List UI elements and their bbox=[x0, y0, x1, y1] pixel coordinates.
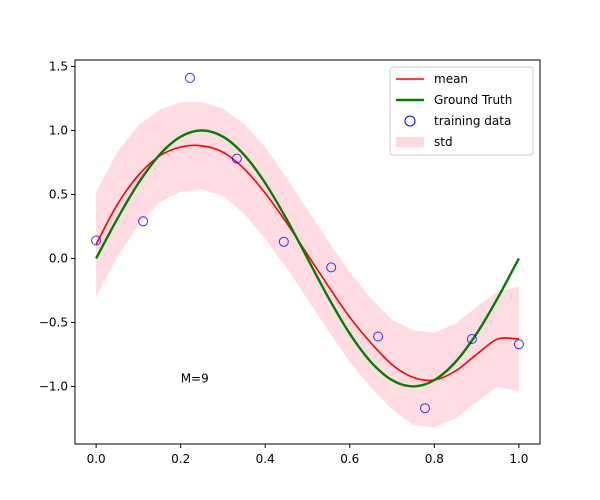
model-order-annotation: M=9 bbox=[181, 372, 209, 386]
legend-training-data-label: training data bbox=[434, 114, 511, 128]
std-band-layer bbox=[96, 102, 519, 428]
training-points-layer bbox=[91, 72, 524, 414]
legend-box bbox=[389, 66, 534, 156]
training-point bbox=[513, 339, 524, 350]
training-point bbox=[420, 403, 430, 414]
training-point bbox=[185, 72, 195, 83]
y-tick-label: 0.5 bbox=[49, 187, 68, 201]
legend-std-swatch bbox=[396, 137, 424, 147]
line-layer bbox=[95, 129, 520, 388]
x-tick-label: 0.8 bbox=[425, 452, 444, 466]
x-tick-label: 0.6 bbox=[340, 452, 359, 466]
std-band bbox=[96, 102, 519, 428]
training-point bbox=[373, 331, 384, 342]
mean-line bbox=[95, 144, 519, 382]
training-point bbox=[326, 262, 337, 273]
training-point bbox=[138, 216, 149, 227]
y-tick-label: 1.5 bbox=[49, 59, 68, 73]
x-tick-label: 1.0 bbox=[509, 452, 528, 466]
x-tick-label: 0.0 bbox=[87, 452, 106, 466]
ground-truth-line bbox=[95, 129, 520, 388]
x-tick-label: 0.4 bbox=[256, 452, 275, 466]
y-tick-label: 0.0 bbox=[49, 251, 68, 265]
y-tick-label: −0.5 bbox=[39, 315, 68, 329]
tick-layer: 0.0 0.2 0.4 0.6 0.8 1.0 −1.0 −0.5 0.0 0.5 1.0 1.5 bbox=[39, 59, 529, 466]
legend: mean Ground Truth training data std bbox=[389, 66, 534, 156]
training-point bbox=[278, 236, 289, 247]
training-point bbox=[91, 235, 102, 246]
y-tick-label: 1.0 bbox=[49, 123, 68, 137]
training-point bbox=[466, 334, 477, 344]
x-tick-label: 0.2 bbox=[171, 452, 190, 466]
training-point bbox=[231, 153, 242, 164]
y-tick-label: −1.0 bbox=[39, 379, 68, 393]
legend-training-data-swatch bbox=[404, 115, 416, 127]
legend-std-label: std bbox=[434, 135, 453, 149]
legend-ground-truth-label: Ground Truth bbox=[434, 93, 512, 107]
axes-frame bbox=[74, 59, 541, 445]
legend-mean-label: mean bbox=[434, 72, 468, 86]
